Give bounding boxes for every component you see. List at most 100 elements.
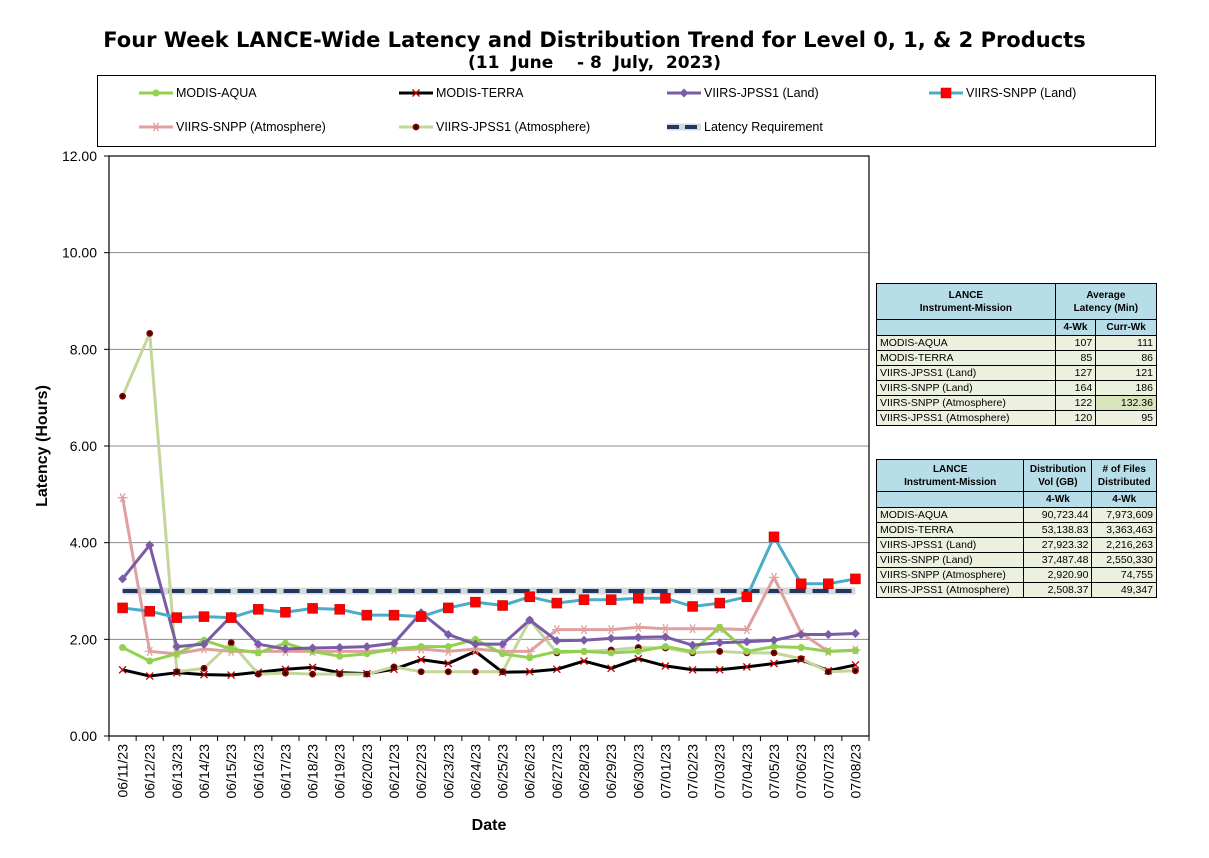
data-point-viirs-jpss1-atmosphere	[797, 655, 805, 663]
latency-row-4wk: 122	[1054, 395, 1097, 411]
latency-row-currwk: 86	[1095, 350, 1157, 366]
legend-swatch	[667, 123, 701, 131]
data-point-viirs-jpss1-land	[742, 637, 752, 647]
data-point-viirs-snpp-land	[334, 604, 345, 615]
latency-row-4wk: 107	[1054, 335, 1097, 351]
data-point-viirs-snpp-land	[171, 612, 183, 623]
distribution-table-header-instrument: LANCE Instrument-Mission	[875, 459, 1025, 492]
distribution-row-volume: 37,487.48	[1023, 552, 1093, 568]
data-point-viirs-snpp-land	[361, 609, 373, 621]
x-tick-label: 06/11/23	[115, 744, 131, 798]
data-point-viirs-jpss1-atmosphere	[472, 668, 479, 676]
distribution-row-volume: 27,923.32	[1023, 537, 1093, 553]
legend-label: Latency Requirement	[704, 120, 823, 134]
data-point-viirs-jpss1-atmosphere	[390, 663, 398, 671]
y-tick-label: 12.00	[62, 148, 97, 164]
distribution-table: LANCE Instrument-Mission Distribution Vol …	[875, 459, 1157, 598]
series-line-viirs-jpss1-land	[121, 543, 856, 651]
y-tick-label: 8.00	[70, 341, 97, 357]
data-point-viirs-snpp-atmosphere	[741, 625, 752, 635]
latency-row-currwk: 186	[1095, 380, 1157, 396]
table-row: VIIRS-JPSS1 (Land) 127 121	[876, 365, 1157, 381]
data-point-modis-terra	[607, 664, 616, 673]
distribution-row-volume: 90,723.44	[1023, 507, 1093, 523]
table-row: MODIS-AQUA 107 111	[876, 335, 1157, 351]
x-tick-label: 06/21/23	[386, 744, 402, 799]
x-tick-label: 06/29/23	[603, 744, 619, 799]
y-tick-label: 2.00	[70, 631, 97, 647]
legend-marker	[412, 89, 420, 97]
data-point-viirs-jpss1-land	[498, 639, 508, 649]
data-point-modis-terra	[552, 665, 561, 674]
data-point-viirs-snpp-land	[225, 612, 237, 623]
data-point-viirs-snpp-land	[551, 597, 563, 609]
legend-marker	[940, 87, 952, 99]
data-point-viirs-snpp-land	[768, 531, 780, 543]
data-point-viirs-snpp-land	[470, 596, 481, 608]
distribution-row-files: 7,973,609	[1091, 507, 1157, 523]
data-point-viirs-jpss1-atmosphere	[119, 392, 126, 400]
data-point-viirs-snpp-land	[850, 573, 861, 585]
data-point-viirs-jpss1-atmosphere	[146, 329, 154, 337]
x-tick-label: 06/15/23	[223, 744, 239, 799]
distribution-table-header-volume: Distribution Vol (GB)	[1023, 459, 1093, 492]
data-point-modis-terra	[525, 667, 534, 676]
table-row: VIIRS-JPSS1 (Atmosphere) 120 95	[876, 410, 1157, 426]
data-point-viirs-snpp-atmosphere	[524, 646, 535, 657]
data-point-viirs-jpss1-atmosphere	[227, 639, 235, 647]
data-point-modis-aqua	[363, 650, 371, 658]
data-point-viirs-snpp-land	[524, 591, 535, 603]
data-point-viirs-jpss1-atmosphere	[716, 648, 724, 655]
data-point-viirs-jpss1-land	[335, 643, 345, 653]
data-point-modis-aqua	[417, 643, 425, 651]
data-point-modis-terra	[851, 660, 860, 669]
data-point-viirs-jpss1-land	[118, 574, 128, 584]
x-tick-label: 07/05/23	[766, 744, 782, 799]
x-axis-label: Date	[472, 817, 507, 834]
data-point-viirs-jpss1-land	[633, 632, 643, 642]
data-point-viirs-snpp-land	[714, 597, 725, 609]
latency-table-header-currwk: Curr-Wk	[1095, 319, 1157, 336]
x-tick-label: 06/17/23	[277, 744, 293, 799]
distribution-row-name: VIIRS-SNPP (Atmosphere)	[875, 567, 1025, 583]
distribution-table-header-4wk-files: 4-Wk	[1091, 491, 1157, 508]
data-point-modis-terra	[145, 672, 154, 681]
legend-label: VIIRS-SNPP (Land)	[966, 86, 1077, 100]
data-point-viirs-jpss1-atmosphere	[770, 649, 778, 657]
latency-table-header-blank	[876, 319, 1056, 336]
x-tick-label: 06/24/23	[467, 744, 483, 799]
table-row: VIIRS-JPSS1 (Atmosphere) 2,508.37 49,347	[875, 582, 1157, 598]
data-point-viirs-jpss1-atmosphere	[417, 668, 425, 676]
data-point-viirs-snpp-land	[307, 603, 318, 614]
latency-row-4wk: 164	[1054, 380, 1097, 396]
data-point-viirs-snpp-land	[415, 611, 427, 622]
latency-row-name: VIIRS-JPSS1 (Atmosphere)	[876, 410, 1056, 426]
data-point-modis-terra	[715, 665, 724, 674]
data-point-viirs-snpp-land	[443, 602, 454, 614]
data-point-modis-terra	[634, 654, 643, 663]
x-tick-label: 07/04/23	[739, 744, 755, 799]
data-point-viirs-snpp-atmosphere	[117, 493, 128, 503]
x-tick-label: 06/12/23	[142, 744, 158, 799]
data-point-viirs-snpp-atmosphere	[579, 625, 589, 635]
data-point-viirs-jpss1-land	[769, 635, 779, 645]
legend-marker	[152, 89, 160, 97]
x-tick-label: 06/25/23	[495, 744, 511, 799]
legend-swatch	[139, 89, 173, 97]
legend-item-viirs-jpss1-atmosphere: VIIRS-JPSS1 (Atmosphere)	[398, 120, 590, 134]
distribution-row-files: 2,550,330	[1091, 552, 1157, 568]
x-tick-label: 06/14/23	[196, 744, 212, 799]
data-point-modis-aqua	[607, 649, 615, 657]
data-point-viirs-snpp-atmosphere	[687, 624, 698, 634]
y-tick-label: 10.00	[62, 245, 97, 261]
chart-title: Four Week LANCE-Wide Latency and Distrib…	[103, 28, 1086, 52]
data-point-modis-aqua	[743, 647, 751, 655]
latency-row-currwk: 95	[1095, 410, 1157, 426]
data-point-viirs-snpp-land	[280, 607, 291, 618]
data-point-viirs-jpss1-atmosphere	[282, 669, 289, 677]
legend-label: VIIRS-JPSS1 (Atmosphere)	[436, 120, 591, 134]
latency-row-name: VIIRS-JPSS1 (Land)	[876, 365, 1056, 381]
data-point-modis-aqua	[634, 647, 642, 655]
data-point-viirs-snpp-land	[388, 609, 400, 621]
data-point-modis-aqua	[851, 646, 859, 654]
